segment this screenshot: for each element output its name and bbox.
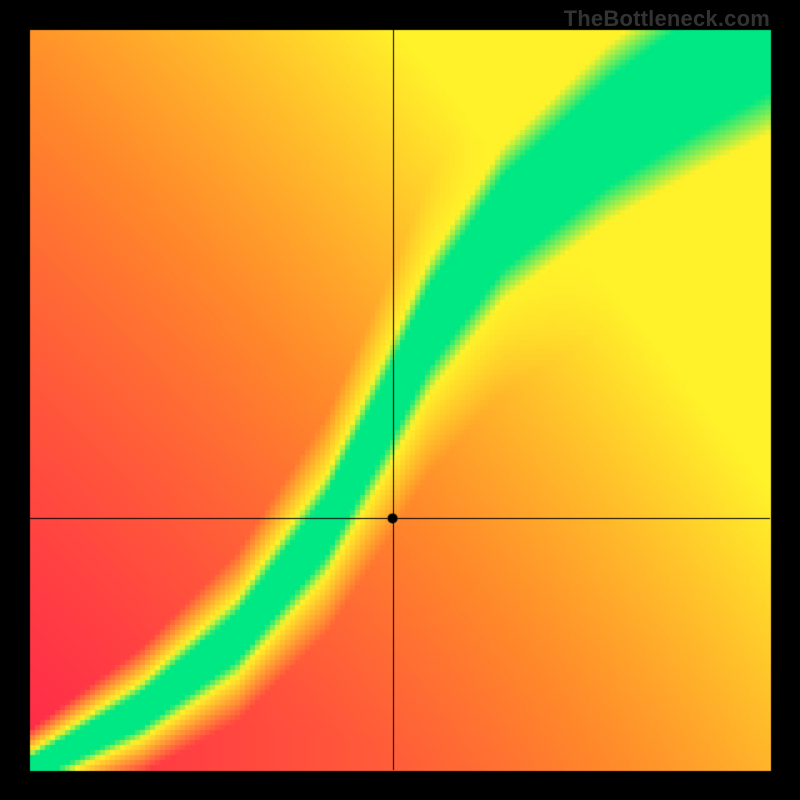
bottleneck-heatmap (0, 0, 800, 800)
watermark-label: TheBottleneck.com (564, 6, 770, 32)
